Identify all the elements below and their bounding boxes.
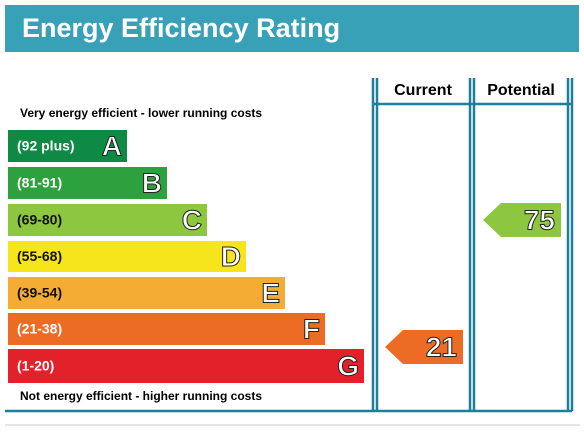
band-bar [8, 349, 364, 383]
bottom-label: Not energy efficient - higher running co… [20, 389, 262, 403]
band-bar [8, 204, 207, 236]
title: Energy Efficiency Rating [22, 13, 340, 43]
rating-value: 21 [426, 331, 457, 362]
band-letter: G [337, 350, 359, 381]
band-range: (21-38) [17, 321, 62, 337]
rating-value: 75 [524, 204, 555, 235]
column-header: Potential [487, 82, 555, 99]
column-header: Current [394, 82, 452, 99]
band-bar [8, 167, 167, 199]
table-frame [5, 78, 574, 413]
band-letter: D [221, 241, 241, 272]
band-letter: B [142, 167, 162, 198]
band-bar [8, 277, 285, 309]
rating-arrow [385, 330, 463, 364]
band-bar [8, 313, 325, 345]
band-range: (81-91) [17, 175, 62, 191]
band-range: (92 plus) [17, 138, 75, 154]
band-range: (55-68) [17, 248, 62, 264]
band-letter: C [182, 204, 202, 235]
top-label: Very energy efficient - lower running co… [20, 106, 262, 120]
band-letter: A [102, 130, 122, 161]
band-letter: F [303, 313, 320, 344]
band-bar [8, 241, 246, 272]
band-letter: E [261, 277, 280, 308]
rating-arrow [483, 203, 561, 237]
band-range: (1-20) [17, 358, 54, 374]
band-range: (39-54) [17, 285, 62, 301]
title-bar [5, 5, 579, 52]
band-range: (69-80) [17, 212, 62, 228]
band-bar [8, 130, 127, 162]
